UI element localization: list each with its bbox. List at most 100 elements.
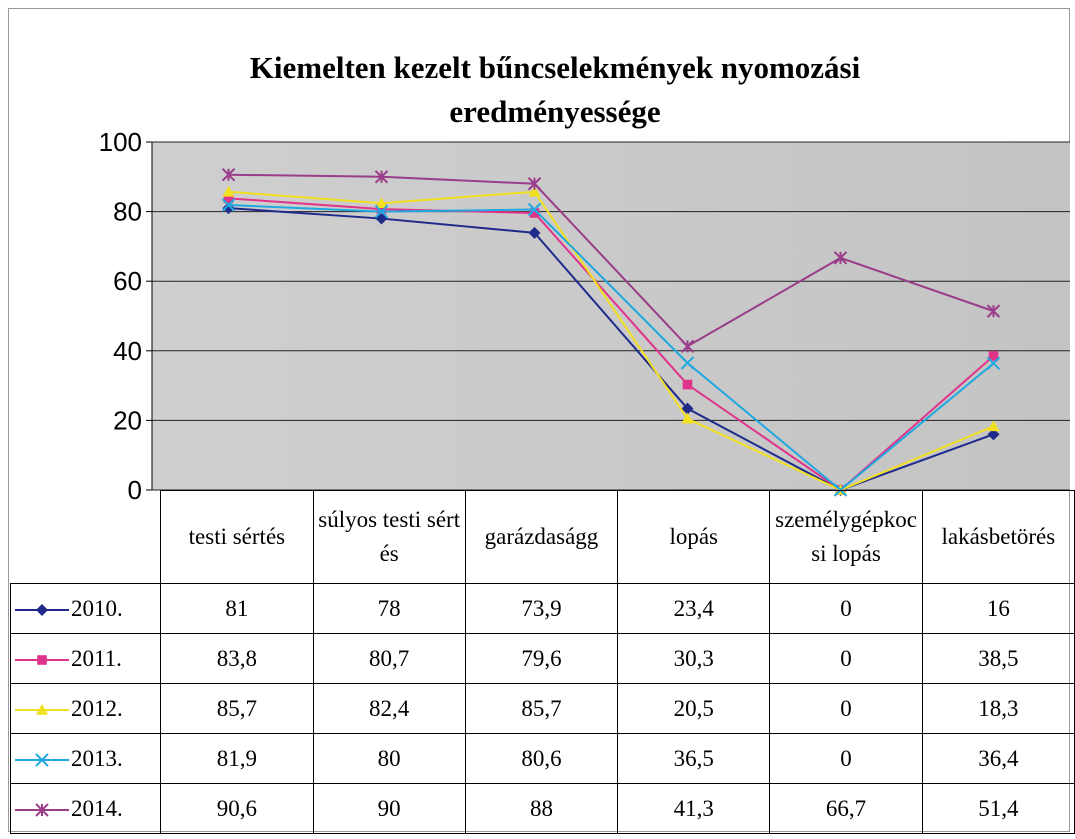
series-line — [228, 190, 994, 492]
value-cell: 80 — [312, 733, 466, 784]
marker — [680, 356, 695, 370]
marker — [223, 193, 234, 204]
legend-label: 2011. — [71, 645, 122, 671]
marker — [986, 356, 1001, 371]
chart-title: Kiemelten kezelt bűncselekmények nyomozá… — [250, 50, 861, 129]
series-line — [228, 173, 994, 348]
marker — [528, 226, 541, 239]
value-cell: 80,7 — [312, 633, 466, 684]
marker — [375, 197, 388, 209]
value-cell: 81,9 — [160, 733, 314, 784]
marker — [988, 351, 999, 361]
legend-cell: 2012. — [9, 683, 162, 734]
marker — [529, 208, 540, 218]
legend-label: 2012. — [71, 695, 123, 721]
series-line — [228, 207, 994, 492]
marker — [681, 402, 694, 415]
value-cell: 0 — [769, 633, 923, 684]
legend-label: 2014. — [71, 795, 123, 821]
marker — [35, 753, 49, 767]
marker — [221, 198, 236, 212]
data-row: 2013. 81,9 80 80,6 36,5 0 36,4 — [9, 733, 1075, 784]
legend-label: 2013. — [71, 745, 123, 771]
plot-area — [152, 142, 1070, 490]
value-cell: 90,6 — [160, 783, 314, 834]
category-label: személygépkocsi lopás — [769, 490, 923, 584]
legend-key — [15, 704, 69, 716]
value-cell: 80,6 — [464, 733, 619, 784]
legend-cell: 2011. — [9, 633, 162, 684]
value-cell: 83,8 — [160, 633, 314, 684]
header-row: testi sértés súlyos testi sértés garázdasá… — [10, 490, 1075, 584]
value-cell: 51,4 — [921, 783, 1075, 834]
value-cell: 66,7 — [769, 783, 923, 834]
value-cell: 73,9 — [464, 583, 619, 634]
legend-cell: 2014. — [9, 783, 162, 834]
value-cell: 0 — [769, 733, 923, 784]
marker — [376, 204, 387, 214]
marker — [682, 379, 693, 390]
value-cell: 88 — [464, 783, 619, 834]
data-row: 2010. 81 78 73,9 23,4 0 16 — [9, 583, 1075, 634]
marker — [986, 304, 1001, 318]
data-row: 2011. 83,8 80,7 79,6 30,3 0 38,5 — [9, 633, 1075, 684]
legend-key — [15, 803, 69, 817]
value-cell: 36,5 — [617, 733, 771, 784]
value-cell: 85,7 — [160, 683, 314, 734]
value-cell: 81 — [160, 583, 314, 634]
value-cell: 36,4 — [921, 733, 1075, 784]
marker — [527, 177, 542, 191]
marker — [36, 704, 48, 716]
legend-label: 2010. — [71, 595, 123, 621]
value-cell: 79,6 — [464, 633, 619, 684]
marker — [35, 803, 49, 817]
legend-cell: 2010. — [9, 583, 162, 634]
legend-key — [15, 753, 69, 767]
value-cell: 16 — [921, 583, 1075, 634]
value-cell: 0 — [769, 583, 923, 634]
marker — [527, 202, 542, 217]
value-cell: 30,3 — [617, 633, 771, 684]
marker — [680, 339, 695, 353]
y-tick-label: 100 — [99, 127, 142, 157]
value-cell: 82,4 — [312, 683, 466, 734]
legend-cell: 2013. — [9, 733, 162, 784]
value-cell: 20,5 — [617, 683, 771, 734]
y-tick-label: 40 — [113, 336, 142, 366]
y-tick-label: 20 — [113, 405, 142, 435]
value-cell: 38,5 — [921, 633, 1075, 684]
legend-key — [15, 655, 69, 666]
category-label: lakásbetörés — [921, 490, 1075, 584]
marker — [987, 428, 1000, 441]
marker — [221, 168, 236, 182]
value-cell: 18,3 — [921, 683, 1075, 734]
blank-cell — [10, 490, 162, 584]
y-tick-label: 80 — [113, 197, 142, 227]
value-cell: 41,3 — [617, 783, 771, 834]
marker — [374, 170, 389, 184]
value-cell: 78 — [312, 583, 466, 634]
y-tick-label: 60 — [113, 266, 142, 296]
marker — [222, 185, 235, 197]
value-cell: 23,4 — [617, 583, 771, 634]
data-row: 2014. 90,6 90 88 41,3 66,7 51,4 — [9, 783, 1075, 834]
legend-key — [15, 604, 69, 617]
marker — [833, 251, 848, 265]
value-cell: 0 — [769, 683, 923, 734]
marker — [987, 420, 1000, 432]
category-label: súlyos testi sértés — [312, 490, 466, 584]
series-line — [228, 203, 995, 492]
value-cell: 85,7 — [464, 683, 619, 734]
marker — [528, 185, 541, 197]
marker — [37, 655, 47, 666]
category-label: testi sértés — [160, 490, 314, 584]
category-label: lopás — [617, 490, 771, 584]
marker — [681, 412, 694, 424]
category-label: garázdaságg — [464, 490, 619, 584]
data-table: testi sértés súlyos testi sértés garázdasá… — [9, 490, 1075, 834]
data-row: 2012. 85,7 82,4 85,7 20,5 0 18,3 — [9, 683, 1075, 734]
value-cell: 90 — [312, 783, 466, 834]
marker — [374, 204, 389, 219]
